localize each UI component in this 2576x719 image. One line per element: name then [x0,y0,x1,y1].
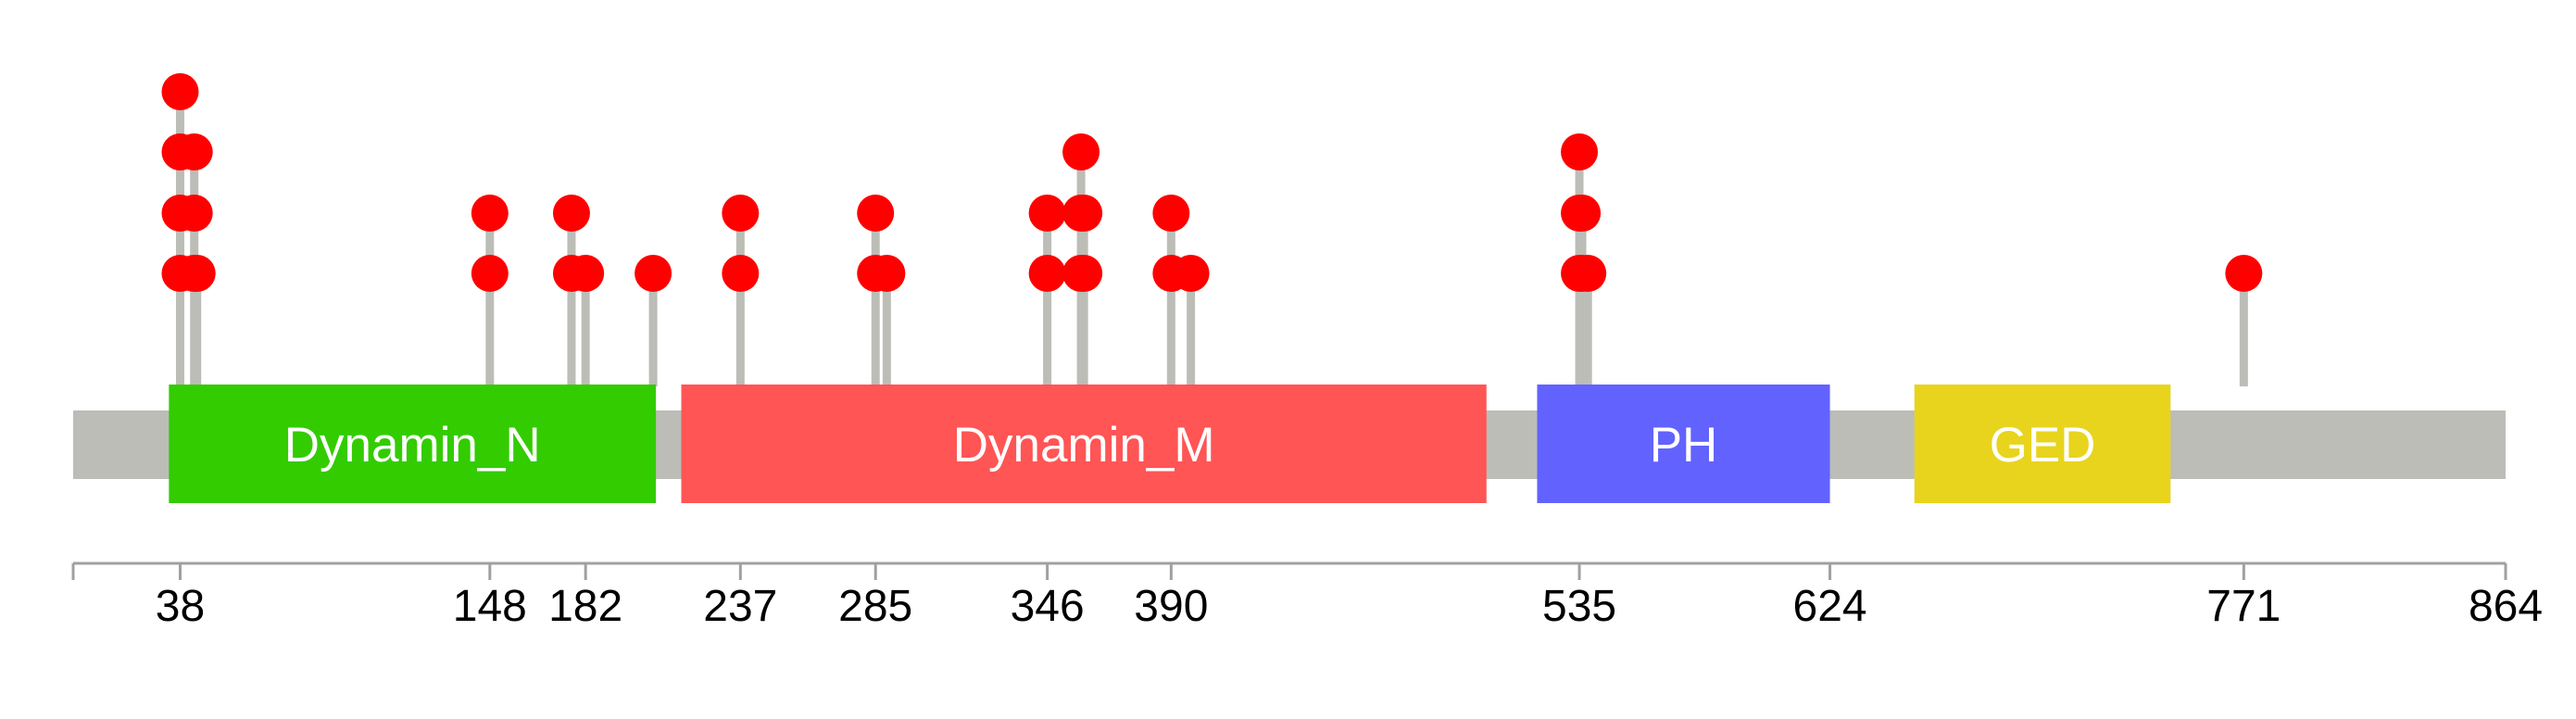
mutation-marker [178,255,216,292]
domains-layer: Dynamin_N Dynamin_M PH GED [169,385,2171,503]
mutation-marker [175,195,213,232]
axis-tick-label: 182 [548,582,622,631]
domain-box [1914,385,2171,503]
mutation-marker [552,195,590,232]
mutation-marker [161,73,199,110]
mutation-marker [722,255,760,292]
mutation-marker [2225,255,2263,292]
domain-box [169,385,657,503]
mutation-marker [1564,195,1602,232]
mutation-marker [722,195,760,232]
mutation-marker [1028,195,1066,232]
mutation-marker [868,255,906,292]
mutation-marker [1028,255,1066,292]
mutation-marker [567,255,605,292]
domain-box [681,385,1487,503]
axis-tick-label: 535 [1542,582,1616,631]
mutation-marker [1569,255,1607,292]
mutation-marker [1152,195,1190,232]
axis-tick-label: 864 [2469,582,2543,631]
axis-tick-label: 285 [838,582,912,631]
mutation-marker [1561,133,1599,170]
axis-tick-label: 771 [2206,582,2281,631]
mutation-marker [1172,255,1210,292]
mutation-marker [1062,133,1100,170]
domain-label: GED [1990,418,2096,473]
position-axis: 38 148 182 237 285 346 390 535 624 771 864 [71,561,2543,631]
axis-tick-label: 38 [156,582,205,631]
mutation-marker [857,195,895,232]
axis-tick-label: 390 [1134,582,1208,631]
axis-tick-label: 624 [1793,582,1867,631]
domain-label: PH [1650,418,1718,473]
domain-label: Dynamin_M [953,418,1215,473]
axis-tick-label: 346 [1011,582,1085,631]
mutation-marker [471,255,509,292]
domain-box [1537,385,1830,503]
mutation-markers-layer [161,73,2263,292]
domain-label: Dynamin_N [284,418,541,473]
mutation-marker [471,195,509,232]
axis-tick-label: 237 [703,582,777,631]
axis-tick-label: 148 [453,582,527,631]
mutation-marker [1065,195,1103,232]
mutation-marker [635,255,672,292]
mutation-marker [175,133,213,170]
stems-layer [175,92,2248,386]
mutation-marker [1065,255,1103,292]
